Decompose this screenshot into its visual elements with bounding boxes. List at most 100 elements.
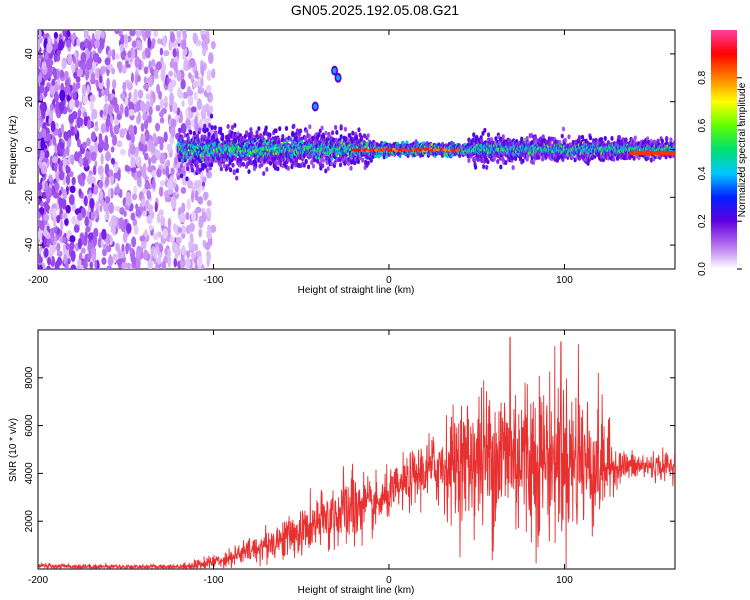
noise-mark [89, 101, 95, 112]
noise-mark [116, 113, 122, 120]
noise-mark [86, 174, 93, 185]
noise-mark [167, 255, 172, 268]
noise-mark [108, 169, 114, 177]
band-halo-mark [525, 136, 529, 141]
noise-mark [71, 111, 78, 120]
noise-mark [206, 250, 210, 258]
noise-mark [38, 58, 41, 68]
band-halo-mark [284, 126, 289, 131]
noise-mark [48, 174, 53, 182]
noise-mark [170, 167, 175, 176]
noise-mark [180, 212, 186, 223]
noise-mark [38, 264, 43, 269]
noise-mark [103, 109, 107, 117]
band-halo-mark [179, 163, 184, 169]
band-halo-mark [230, 130, 234, 136]
noise-mark [118, 61, 123, 74]
noise-mark [56, 183, 60, 190]
noise-mark [56, 242, 61, 252]
noise-mark [39, 220, 45, 231]
band-halo-mark [264, 125, 268, 131]
noise-mark [56, 78, 61, 86]
noise-mark [111, 96, 118, 107]
band-halo-mark [305, 128, 309, 134]
band-halo-mark [513, 156, 518, 162]
noise-mark [71, 215, 78, 225]
band-halo-mark [241, 162, 246, 167]
noise-mark [58, 101, 65, 112]
noise-mark [167, 188, 174, 195]
noise-mark [92, 234, 98, 247]
noise-mark [206, 200, 212, 207]
noise-mark [121, 262, 128, 269]
noise-mark [132, 218, 138, 227]
band-halo-mark [281, 133, 285, 139]
noise-mark [168, 81, 174, 93]
noise-mark [89, 94, 96, 102]
noise-mark [91, 253, 97, 263]
noise-mark [174, 157, 178, 166]
noise-mark [64, 70, 69, 79]
noise-mark [150, 145, 156, 154]
noise-mark [92, 165, 97, 176]
band-halo-mark [268, 160, 273, 166]
noise-mark [159, 152, 166, 165]
noise-mark [69, 185, 76, 194]
noise-mark [195, 206, 202, 214]
noise-mark [158, 209, 164, 216]
band-halo-mark [486, 159, 490, 165]
noise-mark [49, 244, 55, 257]
noise-mark [148, 75, 153, 88]
band-halo-mark [262, 171, 266, 176]
noise-mark [186, 198, 191, 211]
noise-mark [185, 108, 189, 120]
noise-mark [110, 146, 115, 153]
band-halo-mark [221, 132, 225, 138]
noise-mark [162, 228, 169, 239]
noise-mark [147, 37, 152, 49]
noise-mark [61, 59, 66, 70]
noise-mark [144, 30, 151, 38]
noise-mark [191, 211, 197, 222]
band-halo-mark [483, 127, 487, 133]
band-halo-mark [520, 136, 524, 142]
band-halo-mark [357, 127, 361, 133]
noise-mark [173, 61, 178, 73]
noise-mark [195, 39, 202, 47]
noise-mark [71, 176, 76, 186]
noise-mark [125, 195, 132, 207]
noise-mark [87, 41, 92, 52]
noise-mark [52, 191, 60, 199]
noise-mark [101, 257, 107, 265]
noise-mark [136, 175, 142, 188]
band-halo-mark [210, 125, 214, 130]
noise-mark [44, 247, 49, 258]
noise-mark [158, 136, 163, 145]
noise-mark [113, 162, 119, 173]
noise-mark [129, 30, 136, 37]
noise-mark [189, 57, 196, 68]
noise-mark [170, 32, 176, 43]
noise-mark [84, 216, 89, 227]
noise-mark [38, 123, 41, 131]
noise-mark [95, 79, 99, 88]
noise-mark [113, 124, 120, 135]
noise-mark [114, 53, 120, 60]
band-halo-mark [192, 130, 196, 136]
noise-mark [143, 229, 148, 238]
noise-mark [172, 48, 177, 58]
noise-mark [129, 247, 134, 255]
noise-mark [145, 93, 151, 100]
noise-mark [65, 85, 71, 93]
noise-mark [43, 201, 49, 209]
noise-mark [62, 242, 67, 255]
noise-mark [206, 171, 213, 179]
noise-mark [53, 31, 59, 39]
noise-mark [59, 89, 66, 102]
noise-mark [109, 114, 114, 126]
noise-mark [41, 180, 46, 191]
noise-mark [207, 52, 214, 65]
noise-mark [206, 69, 212, 82]
noise-mark [91, 108, 98, 120]
noise-mark [158, 186, 164, 197]
